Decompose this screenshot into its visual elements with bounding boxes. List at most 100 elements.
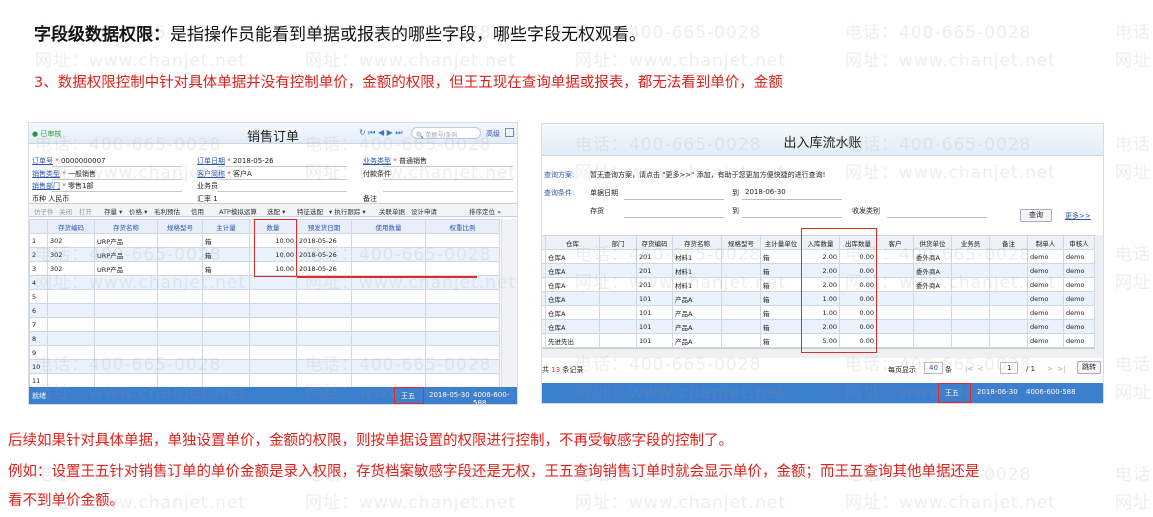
form-field[interactable]: 汇率 1 [197,194,218,204]
table-row[interactable]: 6 [29,303,500,318]
total-pre: 共 [542,366,549,374]
column-header[interactable]: 部门 [599,235,637,250]
column-header[interactable]: 主计量单位 [760,235,802,250]
toolbar-button[interactable]: ATP模拟运算 [219,208,257,216]
toolbar-button[interactable]: 仿子件 [34,208,54,216]
first-prev-icons[interactable]: |< < [965,365,984,373]
horizontal-scrollbar[interactable] [542,348,1095,358]
table-row[interactable]: 7 [29,317,500,332]
next-last-icons[interactable]: > >| [1047,365,1066,373]
status-bar: 就绪 王五 2018-05-30 4006-600-588 [29,387,517,404]
column-header[interactable]: 业务员 [951,235,990,250]
more-link[interactable]: 更多>> [1065,212,1091,220]
table-row[interactable]: 9 [29,345,500,360]
inventory-to-input[interactable] [742,217,842,218]
table-cell [876,263,914,278]
form-field[interactable]: 订单日期 * 2018-05-26 [197,156,274,166]
column-header[interactable]: 预发货日期 [296,219,352,234]
inventory-from-input[interactable] [624,217,724,218]
table-row[interactable]: 仓库A 201 材料1 箱 2.00 0.00 委外商A demo demo [542,249,1095,264]
page-input[interactable]: 1 [1000,362,1019,374]
table-cell: 产品A [672,291,722,306]
layout-icon[interactable] [505,128,514,137]
column-header[interactable]: 权重比例 [425,219,500,234]
toolbar-button[interactable]: 信用 [191,208,204,216]
table-row[interactable]: 11 [29,373,500,388]
table-cell [202,275,250,290]
column-header[interactable]: 供货单位 [913,235,952,250]
column-header[interactable]: 审核人 [1063,235,1095,250]
date-from-input[interactable] [624,199,724,200]
column-header[interactable]: 规格型号 [157,219,203,234]
field-label: 销售部门 [32,182,60,190]
column-header[interactable]: 规格型号 [721,235,761,250]
table-row[interactable]: 4 [29,275,500,290]
toolbar-button[interactable]: 关联单据 [379,208,405,216]
table-cell [721,249,761,264]
date-to-input[interactable]: 2018-06-30 [745,188,786,196]
table-cell [351,289,426,304]
advanced-link[interactable]: 高级 [486,130,500,138]
table-row[interactable]: 2 302 URP产品 箱 10.00 2018-05-26 [29,247,500,262]
toolbar-button[interactable]: 存量 ▾ [104,208,123,216]
toolbar-button[interactable]: ▾ 执行跟踪 ▾ [329,208,366,216]
column-header[interactable] [29,219,48,234]
column-header[interactable]: 客户 [876,235,914,250]
form-field[interactable]: 业务员 [197,181,218,191]
column-header[interactable]: 存货名称 [94,219,158,234]
toolbar-button[interactable]: 关闭 [59,208,72,216]
column-header[interactable]: 存货编码 [636,235,673,250]
watermark-site: 网址：www.chanjet.net [1115,383,1153,403]
column-header[interactable]: 出库数量 [839,235,877,250]
field-label: 业务员 [197,182,218,190]
type-input[interactable] [887,217,987,218]
toolbar-button[interactable]: 毛利预估 [154,208,180,216]
toolbar-button[interactable]: 价格 ▾ [129,208,148,216]
column-header[interactable]: 入库数量 [801,235,840,250]
vertical-scrollbar[interactable] [501,219,517,389]
column-header[interactable]: 使用数量 [351,219,426,234]
form-field[interactable]: 订单号 * 0000000007 [32,156,106,166]
table-cell [721,305,761,320]
toolbar-button[interactable]: 特征选配 [297,208,323,216]
form-field[interactable]: 备注 [363,194,377,204]
table-cell: 产品A [672,319,722,334]
form-field[interactable]: 业务类型 * 普通销售 [363,156,427,166]
table-cell [599,319,637,334]
vertical-scrollbar[interactable] [1095,235,1103,358]
table-row[interactable]: 仓库A 101 产品A 箱 2.00 0.00 demo demo [542,319,1095,334]
table-row[interactable]: 10 [29,359,500,374]
form-field[interactable]: 币种 人民币 [32,194,69,204]
table-row[interactable]: 仓库A 201 材料1 箱 2.00 0.00 委外商A demo demo [542,263,1095,278]
column-header[interactable]: 备注 [989,235,1028,250]
query-button[interactable]: 查询 [1020,209,1052,222]
column-header[interactable]: 存货编码 [47,219,95,234]
table-row[interactable]: 8 [29,331,500,346]
table-row[interactable]: 先进先出 101 产品A 箱 5.00 0.00 demo demo [542,333,1095,348]
toolbar-button[interactable]: 排序定位 » [469,208,502,216]
table-row[interactable]: 3 302 URP产品箱 10.00 2018-05-26 [29,261,500,276]
column-header[interactable]: 主计量 [202,219,250,234]
jump-button[interactable]: 跳转 [1077,361,1101,374]
table-cell [296,345,352,360]
column-header[interactable]: 仓库 [545,235,600,250]
form-field[interactable]: 销售部门 * 零售1部 [32,181,93,191]
column-header[interactable]: 制单人 [1027,235,1064,250]
nav-icons[interactable]: ↻ ⏮ ◀ ▶ ⏭ [359,128,403,137]
table-row[interactable]: 仓库A 101 产品A 箱 1.00 0.00 demo demo [542,305,1095,320]
table-row[interactable]: 5 [29,289,500,304]
watermark-site: 网址：www.chanjet.net [1115,163,1153,183]
table-cell: 201 [636,277,673,292]
toolbar-button[interactable]: 选配 ▾ [267,208,286,216]
form-field[interactable]: 付款条件 [363,169,391,179]
column-header[interactable]: 存货名称 [672,235,722,250]
toolbar-button[interactable]: 设计申请 [411,208,437,216]
form-field[interactable]: 销售类型 * 一般销售 [32,169,96,179]
field-label: 汇率 [197,195,211,203]
form-field[interactable]: 客户简称 * 客户A [197,169,252,179]
search-input[interactable]: 🔍 单据号/条码 [411,127,481,139]
table-cell [951,319,990,334]
per-page-input[interactable]: 40 [924,362,943,374]
toolbar-button[interactable]: 打开 [79,208,92,216]
table-cell: 材料1 [672,263,722,278]
